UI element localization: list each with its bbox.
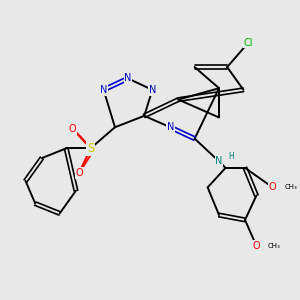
Text: H: H bbox=[229, 152, 234, 161]
Text: N: N bbox=[215, 156, 223, 167]
Text: Cl: Cl bbox=[244, 38, 253, 48]
Text: O: O bbox=[75, 168, 83, 178]
Text: O: O bbox=[69, 124, 76, 134]
Text: O: O bbox=[253, 241, 260, 251]
Text: N: N bbox=[124, 74, 132, 83]
Text: N: N bbox=[167, 122, 174, 132]
Text: N: N bbox=[149, 85, 156, 95]
Text: O: O bbox=[269, 182, 277, 192]
Text: CH₃: CH₃ bbox=[284, 184, 297, 190]
Text: CH₃: CH₃ bbox=[268, 243, 281, 249]
Text: S: S bbox=[87, 142, 94, 155]
Text: N: N bbox=[100, 85, 107, 95]
